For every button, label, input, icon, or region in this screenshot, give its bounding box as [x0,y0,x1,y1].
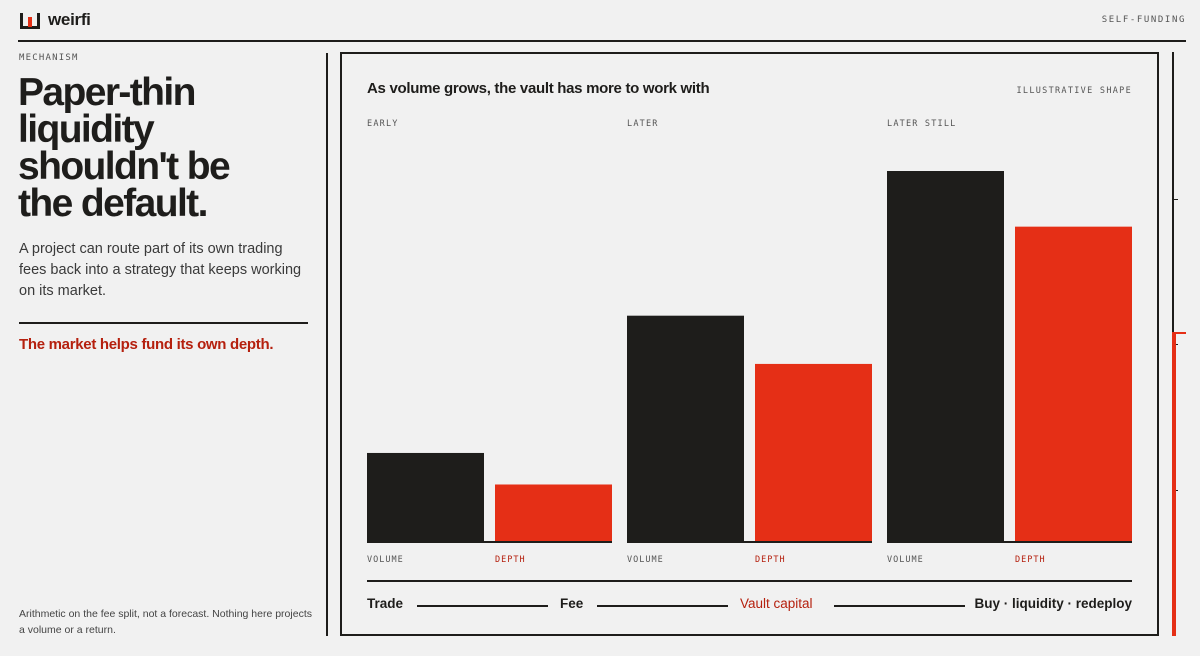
gauge-tick [1172,199,1178,200]
headline-line: liquidity [18,108,155,151]
flow-connector [417,605,548,607]
weirfi-logo-icon [20,11,40,29]
flow-connector [834,605,965,607]
bar-volume [627,315,744,542]
series-label-volume: VOLUME [367,555,404,565]
chart-panel: EARLY VOLUME DEPTH LATER VOLUME DEPTH LATER ST… [340,52,1159,636]
series-label-volume: VOLUME [627,555,664,565]
bar-depth [755,363,872,542]
brand-name: weirfi [48,10,91,29]
progress-gauge [1172,52,1200,636]
bar-chart: EARLY VOLUME DEPTH LATER VOLUME DEPTH LATER ST… [367,119,1132,582]
headline-line: the default. [18,182,208,225]
series-label-depth: DEPTH [495,555,526,565]
flow-step-trade: Trade [367,596,404,611]
flow-step-vault-capital: Vault capital [740,596,813,611]
gauge-fill-cap [1172,332,1186,334]
page-headline: Paper-thin liquidity shouldn't be the de… [18,71,318,225]
flow-step-redeploy: Buy · liquidity · redeploy [974,596,1132,611]
category-label: LATER [627,119,659,129]
series-label-depth: DEPTH [755,555,786,565]
column-divider [326,53,328,636]
bar-volume [887,171,1004,542]
bar-depth [495,484,612,542]
disclaimer-footnote: Arithmetic on the fee split, not a forec… [19,608,312,636]
bar-depth [1015,226,1132,542]
flow-step-fee: Fee [560,596,584,611]
intro-paragraph: A project can route part of its own trad… [19,241,302,299]
bar-volume [367,452,484,542]
left-divider [19,322,308,324]
series-label-depth: DEPTH [1015,555,1046,565]
chart-tag: ILLUSTRATIVE SHAPE [1016,86,1132,96]
chart-title: As volume grows, the vault has more to w… [367,80,710,97]
category-label: LATER STILL [887,119,957,129]
header-section-tag: SELF-FUNDING [1101,15,1186,25]
brand-logo[interactable]: weirfi [20,10,91,30]
category-label: EARLY [367,119,399,129]
tagline: The market helps fund its own depth. [19,336,274,353]
headline-line: Paper-thin [18,71,196,114]
flow-connector [597,605,728,607]
series-label-volume: VOLUME [887,555,924,565]
gauge-fill [1172,332,1176,636]
headline-line: shouldn't be [18,145,231,188]
header: weirfi SELF-FUNDING [0,0,1200,42]
header-divider [18,40,1186,42]
section-eyebrow: MECHANISM [19,53,79,63]
